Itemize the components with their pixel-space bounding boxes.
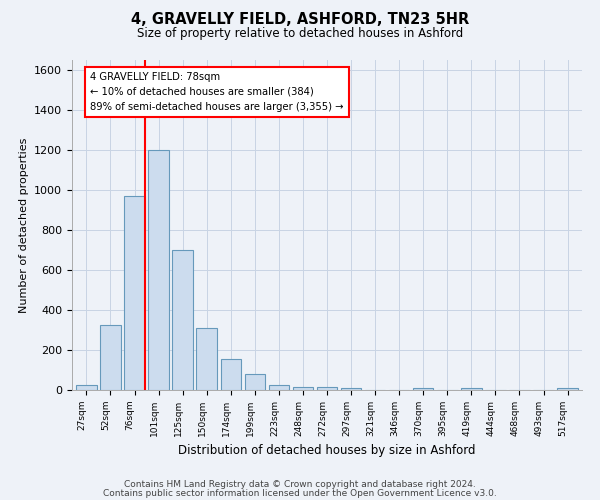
Bar [269, 385, 289, 390]
Bar [341, 388, 361, 390]
Bar [124, 196, 145, 390]
Text: Size of property relative to detached houses in Ashford: Size of property relative to detached ho… [137, 28, 463, 40]
Y-axis label: Number of detached properties: Number of detached properties [19, 138, 29, 312]
Text: Contains public sector information licensed under the Open Government Licence v3: Contains public sector information licen… [103, 489, 497, 498]
Bar [100, 325, 121, 390]
Bar [245, 374, 265, 390]
Text: 4 GRAVELLY FIELD: 78sqm
← 10% of detached houses are smaller (384)
89% of semi-d: 4 GRAVELLY FIELD: 78sqm ← 10% of detache… [90, 72, 344, 112]
Bar [413, 388, 433, 390]
Bar [221, 359, 241, 390]
Text: Contains HM Land Registry data © Crown copyright and database right 2024.: Contains HM Land Registry data © Crown c… [124, 480, 476, 489]
Bar [148, 150, 169, 390]
Bar [76, 385, 97, 390]
X-axis label: Distribution of detached houses by size in Ashford: Distribution of detached houses by size … [178, 444, 476, 458]
Bar [172, 250, 193, 390]
Bar [461, 388, 482, 390]
Bar [317, 387, 337, 390]
Text: 4, GRAVELLY FIELD, ASHFORD, TN23 5HR: 4, GRAVELLY FIELD, ASHFORD, TN23 5HR [131, 12, 469, 28]
Bar [557, 388, 578, 390]
Bar [196, 328, 217, 390]
Bar [293, 387, 313, 390]
